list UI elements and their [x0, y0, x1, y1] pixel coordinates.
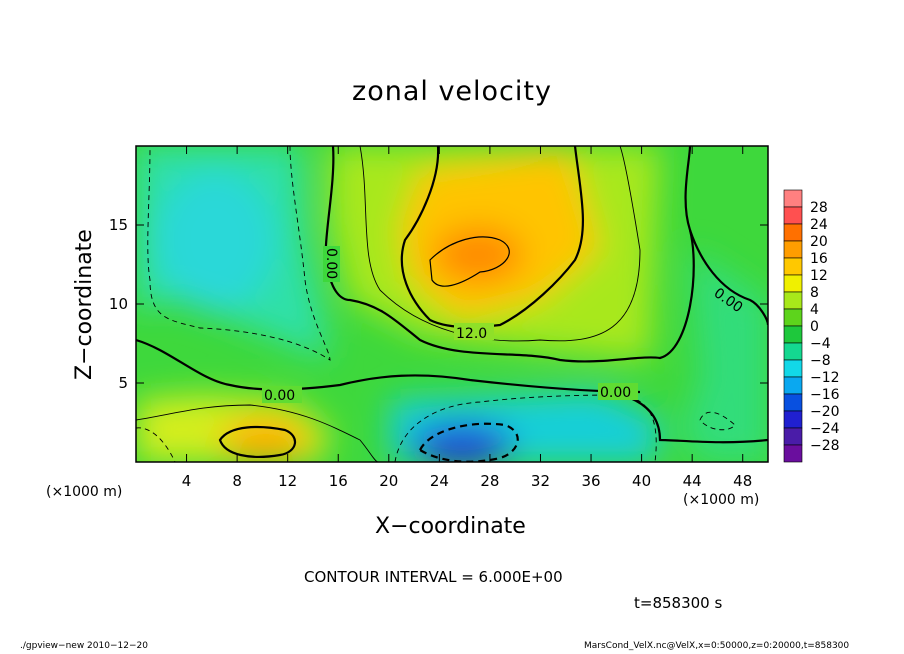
contour-interval-text: CONTOUR INTERVAL = 6.000E+00 [304, 568, 563, 586]
x-tick-label: 4 [182, 472, 192, 490]
plot-area: 0.00 12.0 0.00 0.00 0.00 [136, 146, 768, 462]
contour-neg-six-upper [147, 146, 331, 361]
y-axis-title: Z−coordinate [72, 229, 97, 380]
contour-label-zero-vertical: 0.00 [323, 248, 339, 279]
x-tick-label: 8 [232, 472, 242, 490]
colorbar-label: −8 [810, 353, 831, 369]
x-tick-label: 16 [329, 472, 348, 490]
colorbar-swatch [783, 393, 803, 412]
y-tick-label: 10 [109, 295, 128, 313]
colorbar-swatch [783, 291, 803, 310]
colorbar-label: 0 [810, 319, 819, 335]
contour-label-zero-left: 0.00 [264, 388, 295, 404]
x-tick-label: 12 [278, 472, 297, 490]
x-tick-label: 28 [480, 472, 499, 490]
y-axis: 5 10 15 [109, 216, 768, 392]
colorbar-swatch [783, 359, 803, 378]
x-tick-label: 48 [733, 472, 752, 490]
contour-label-zero-center: 0.00 [600, 385, 631, 401]
x-tick-label: 44 [683, 472, 702, 490]
colorbar-label: 24 [810, 217, 828, 233]
footer-left: ./gpview−new 2010−12−20 [20, 641, 148, 651]
x-tick-label: 32 [531, 472, 550, 490]
colorbar-swatch [783, 274, 803, 293]
colorbar-label: −24 [810, 421, 840, 437]
x-tick-label: 40 [632, 472, 651, 490]
colorbar-label: 8 [810, 285, 819, 301]
colorbar-swatch [783, 376, 803, 395]
contour-neg-eighteen [418, 422, 519, 462]
contour-lines [136, 146, 768, 462]
region-upper-left-core [155, 170, 275, 310]
colorbar-swatch [783, 308, 803, 327]
colorbar-label: −16 [810, 387, 840, 403]
colorbar-label: −20 [810, 404, 840, 420]
region-right-negative [680, 250, 768, 462]
region-lower-center-core [410, 423, 514, 462]
colorbar-swatch [783, 206, 803, 225]
colorbar-label: 20 [810, 234, 828, 250]
colorbar-swatch [783, 257, 803, 276]
colorbar-swatch [783, 223, 803, 242]
contour-zero-right [688, 229, 768, 326]
contour-label-twelve: 12.0 [456, 326, 487, 342]
colorbar-swatch [783, 410, 803, 429]
x-unit-label-left: (×1000 m) [46, 484, 123, 500]
x-axis-title: X−coordinate [375, 514, 526, 539]
contour-eighteen [429, 236, 510, 287]
colorbar-swatch [783, 240, 803, 259]
y-tick-label: 5 [118, 374, 128, 392]
colorbar-swatch [783, 444, 803, 463]
time-stamp: t=858300 s [634, 594, 723, 612]
contour-neg-six-bottom-left [136, 427, 176, 462]
colorbar-label: 16 [810, 251, 828, 267]
footer-right: MarsCond_VelX.nc@VelX,x=0:50000,z=0:2000… [584, 641, 850, 651]
y-tick-label: 15 [109, 216, 128, 234]
contour-six-lower-left [136, 404, 379, 462]
x-axis: 4 8 12 16 20 24 28 32 36 40 44 48 [182, 146, 752, 490]
x-unit-label-right: (×1000 m) [683, 492, 760, 508]
colorbar-label: −28 [810, 438, 840, 454]
colorbar-label: 12 [810, 268, 828, 284]
contour-neg-six-right [699, 411, 736, 431]
colorbar-swatch [783, 325, 803, 344]
region-lower-left-core [220, 418, 310, 462]
region-center-core [433, 227, 523, 283]
contour-zero-lower-right [609, 390, 768, 444]
contour-six-upper [359, 146, 641, 342]
chart-title: zonal velocity [352, 76, 552, 107]
colorbar-label: −4 [810, 336, 831, 352]
x-tick-label: 20 [379, 472, 398, 490]
contour-twelve-lower-left [218, 425, 296, 458]
velocity-field [136, 146, 768, 462]
contour-zero-left [136, 338, 641, 394]
colorbar-label: 4 [810, 302, 819, 318]
colorbar-swatch [783, 427, 803, 446]
x-tick-label: 24 [430, 472, 449, 490]
colorbar-swatch [783, 342, 803, 361]
colorbar-label: 28 [810, 200, 828, 216]
x-tick-label: 36 [581, 472, 600, 490]
colorbar-label: −12 [810, 370, 840, 386]
contour-neg-six-lower [394, 394, 657, 462]
colorbar-swatch [783, 189, 803, 208]
